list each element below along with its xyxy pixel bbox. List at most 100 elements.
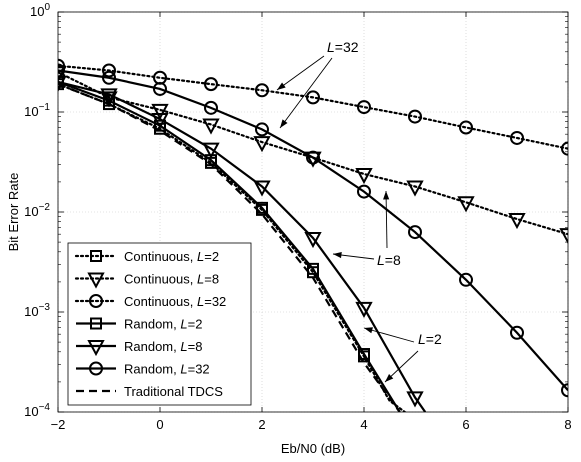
series-point <box>408 109 422 124</box>
series-point <box>151 103 169 120</box>
series-point <box>457 196 475 213</box>
legend-label: Random, L=32 <box>124 362 210 377</box>
series-point <box>459 272 473 287</box>
series-3 <box>58 58 568 156</box>
series-point <box>304 231 322 249</box>
annotation-arrowhead <box>364 327 373 334</box>
series-point <box>355 167 373 185</box>
series-point <box>204 77 218 92</box>
series-5 <box>58 75 427 412</box>
series-point <box>306 150 320 165</box>
series-point <box>202 142 220 159</box>
series-point <box>408 225 422 240</box>
x-tick-label: 8 <box>564 417 571 432</box>
y-tick-label: 10−3 <box>24 302 50 319</box>
series-6 <box>58 63 568 398</box>
series-point <box>561 383 568 398</box>
y-tick-label: 10−4 <box>24 402 50 419</box>
y-axis-label: Bit Error Rate <box>6 173 21 252</box>
legend-marker <box>87 272 105 289</box>
annotation-arrowhead <box>280 119 288 128</box>
series-point <box>307 262 319 275</box>
legend-label: Continuous, L=2 <box>124 249 219 264</box>
annotations: L=32 L=8 L=2 <box>276 39 442 383</box>
annotation-arrow <box>276 55 325 91</box>
series-line <box>58 83 401 412</box>
legend-item: Continuous, L=2 <box>74 249 219 264</box>
x-tick-label: −2 <box>51 417 66 432</box>
y-tick-label: 10−1 <box>24 102 50 119</box>
legend-marker <box>89 294 103 308</box>
annotation-arrowhead <box>333 251 342 259</box>
series-point <box>153 81 167 96</box>
x-tick-label: 2 <box>258 417 265 432</box>
series-line <box>58 80 427 412</box>
annotation-arrowhead <box>385 373 394 382</box>
series-point <box>559 228 568 245</box>
series-point <box>459 120 473 135</box>
legend-marker <box>90 250 102 262</box>
legend: Continuous, L=2 Continuous, L=8 Continuous… <box>67 242 252 406</box>
x-tick-label: 6 <box>462 417 469 432</box>
series-point <box>508 213 526 230</box>
series-point <box>58 58 65 73</box>
series-line <box>58 83 406 412</box>
annotation-label-l32: L=32 <box>327 39 359 55</box>
legend-label: Traditional TDCS <box>124 384 223 399</box>
series-point <box>255 122 269 137</box>
series-point <box>358 348 370 361</box>
series-point <box>357 100 371 115</box>
series-point <box>204 100 218 115</box>
legend-item: Traditional TDCS <box>76 384 223 399</box>
x-tick-label: 4 <box>360 417 367 432</box>
series-point <box>510 130 524 145</box>
series-point <box>102 70 116 85</box>
legend-label: Random, L=8 <box>124 339 202 354</box>
series-point <box>202 118 220 135</box>
legend-item: Random, L=32 <box>76 361 210 377</box>
y-tick-label: 10−2 <box>24 202 50 219</box>
series-point <box>406 391 424 408</box>
annotation-arrowhead <box>277 82 286 90</box>
legend-label: Continuous, L=8 <box>124 272 219 287</box>
ticks: −2 0 2 4 6 8 100 10−1 10−2 10−3 10−4 <box>24 2 571 432</box>
legend-label: Continuous, L=32 <box>124 294 226 309</box>
series-point <box>357 184 371 199</box>
series-point <box>100 88 118 105</box>
legend-item: Continuous, L=8 <box>74 272 219 289</box>
series-point <box>58 75 67 93</box>
series-line <box>58 69 568 391</box>
annotation-arrow <box>385 190 388 249</box>
legend-item: Random, L=2 <box>76 317 202 332</box>
legend-marker <box>89 361 103 376</box>
legend-label: Random, L=2 <box>124 317 202 332</box>
series-line <box>58 80 401 412</box>
series-point <box>355 301 373 318</box>
series-point <box>406 180 424 197</box>
annotation-label-l8: L=8 <box>377 252 401 268</box>
annotation-arrow <box>279 57 333 129</box>
legend-item: Continuous, L=32 <box>74 294 226 309</box>
x-tick-label: 0 <box>156 417 163 432</box>
series-point <box>58 66 67 83</box>
series-line <box>58 64 568 150</box>
series-point <box>253 136 271 153</box>
legend-marker <box>90 317 102 330</box>
series-point <box>102 63 116 78</box>
series-2 <box>58 66 568 245</box>
series-point <box>154 119 166 132</box>
annotation-arrow <box>363 327 415 343</box>
series-point <box>151 113 169 130</box>
series-point <box>510 325 524 340</box>
annotation-label-l2: L=2 <box>418 331 442 347</box>
series-point <box>58 63 65 78</box>
plot-area <box>58 58 568 412</box>
legend-marker <box>87 340 105 357</box>
y-tick-label: 100 <box>30 2 50 19</box>
legend-item: Random, L=8 <box>76 339 202 357</box>
series-point <box>306 90 320 105</box>
series-point <box>561 141 568 156</box>
series-7 <box>58 83 401 412</box>
x-axis-label: Eb/N0 (dB) <box>281 441 345 456</box>
